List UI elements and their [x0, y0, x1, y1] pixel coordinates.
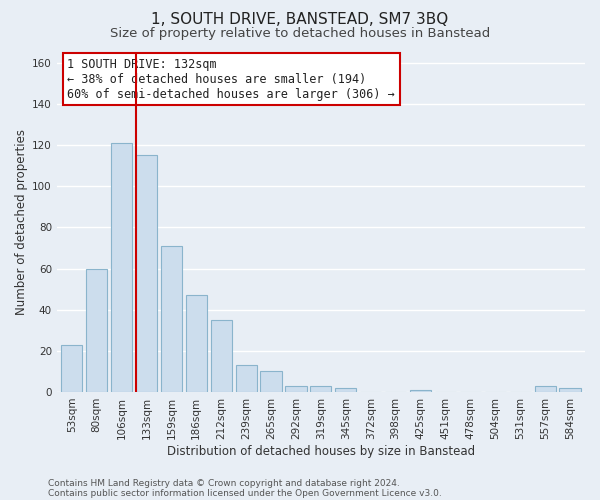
Bar [310, 386, 331, 392]
Bar [286, 386, 307, 392]
Text: Contains public sector information licensed under the Open Government Licence v3: Contains public sector information licen… [48, 488, 442, 498]
Bar [136, 156, 157, 392]
Text: 1, SOUTH DRIVE, BANSTEAD, SM7 3BQ: 1, SOUTH DRIVE, BANSTEAD, SM7 3BQ [151, 12, 449, 28]
Bar [335, 388, 356, 392]
Bar [559, 388, 581, 392]
Text: Contains HM Land Registry data © Crown copyright and database right 2024.: Contains HM Land Registry data © Crown c… [48, 478, 400, 488]
Text: 1 SOUTH DRIVE: 132sqm
← 38% of detached houses are smaller (194)
60% of semi-det: 1 SOUTH DRIVE: 132sqm ← 38% of detached … [67, 58, 395, 100]
Bar [535, 386, 556, 392]
Bar [186, 296, 207, 392]
Bar [86, 268, 107, 392]
Bar [111, 143, 132, 392]
Bar [161, 246, 182, 392]
X-axis label: Distribution of detached houses by size in Banstead: Distribution of detached houses by size … [167, 444, 475, 458]
Bar [236, 365, 257, 392]
Bar [211, 320, 232, 392]
Y-axis label: Number of detached properties: Number of detached properties [15, 129, 28, 315]
Bar [260, 372, 281, 392]
Bar [410, 390, 431, 392]
Bar [61, 344, 82, 392]
Text: Size of property relative to detached houses in Banstead: Size of property relative to detached ho… [110, 28, 490, 40]
